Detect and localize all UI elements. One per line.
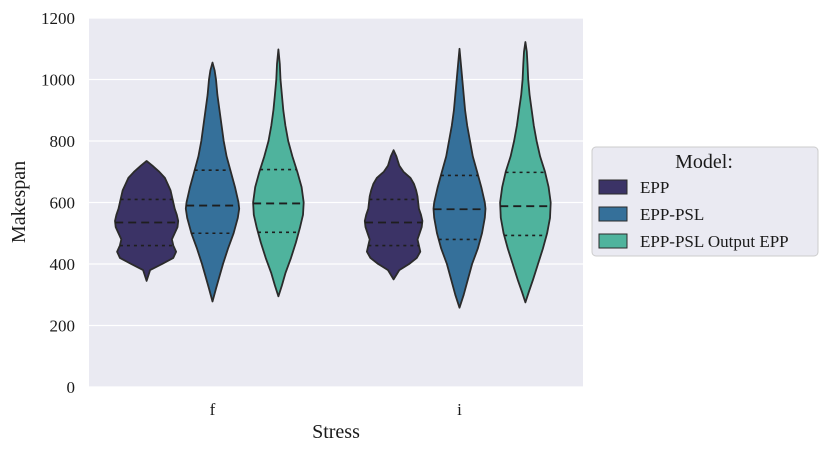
y-tick-label: 400 [50, 255, 76, 274]
legend-swatch [598, 206, 628, 222]
y-tick-label: 1200 [41, 9, 75, 28]
y-tick-label: 800 [50, 132, 76, 151]
y-tick-labels: 0 200 400 600 800 1000 1200 [41, 9, 75, 397]
legend-swatch [598, 233, 628, 249]
legend-entry-label: EPP-PSL [640, 205, 704, 224]
y-tick-label: 200 [50, 317, 76, 336]
legend-entry-label: EPP-PSL Output EPP [640, 232, 789, 251]
legend-frame [591, 146, 819, 257]
violin-body [363, 149, 424, 281]
violins [114, 41, 552, 309]
violin-epp-psl-output-epp-i [499, 41, 552, 304]
violin-epp-psl-i [432, 47, 487, 309]
legend: Model: EPP EPP-PSL EPP-PSL Output EPP [591, 146, 819, 257]
y-tick-label: 1000 [41, 71, 75, 90]
violin-epp-f [114, 160, 180, 282]
x-tick-label: f [210, 400, 216, 419]
violin-body [499, 41, 552, 304]
violin-body [252, 48, 305, 298]
violin-epp-i [363, 149, 424, 281]
x-axis-label: Stress [312, 421, 360, 443]
x-tick-label: i [457, 400, 462, 419]
violin-body [432, 47, 487, 309]
violin-body [184, 61, 241, 303]
legend-items: EPP EPP-PSL EPP-PSL Output EPP [598, 178, 789, 251]
violin-epp-psl-f [184, 61, 241, 303]
legend-swatch [598, 179, 628, 195]
violin-body [114, 160, 180, 282]
y-tick-label: 0 [67, 378, 76, 397]
legend-title: Model: [675, 151, 733, 173]
legend-entry-label: EPP [640, 178, 669, 197]
y-axis-label: Makespan [8, 161, 30, 243]
y-tick-label: 600 [50, 194, 76, 213]
violin-epp-psl-output-epp-f [252, 48, 305, 298]
